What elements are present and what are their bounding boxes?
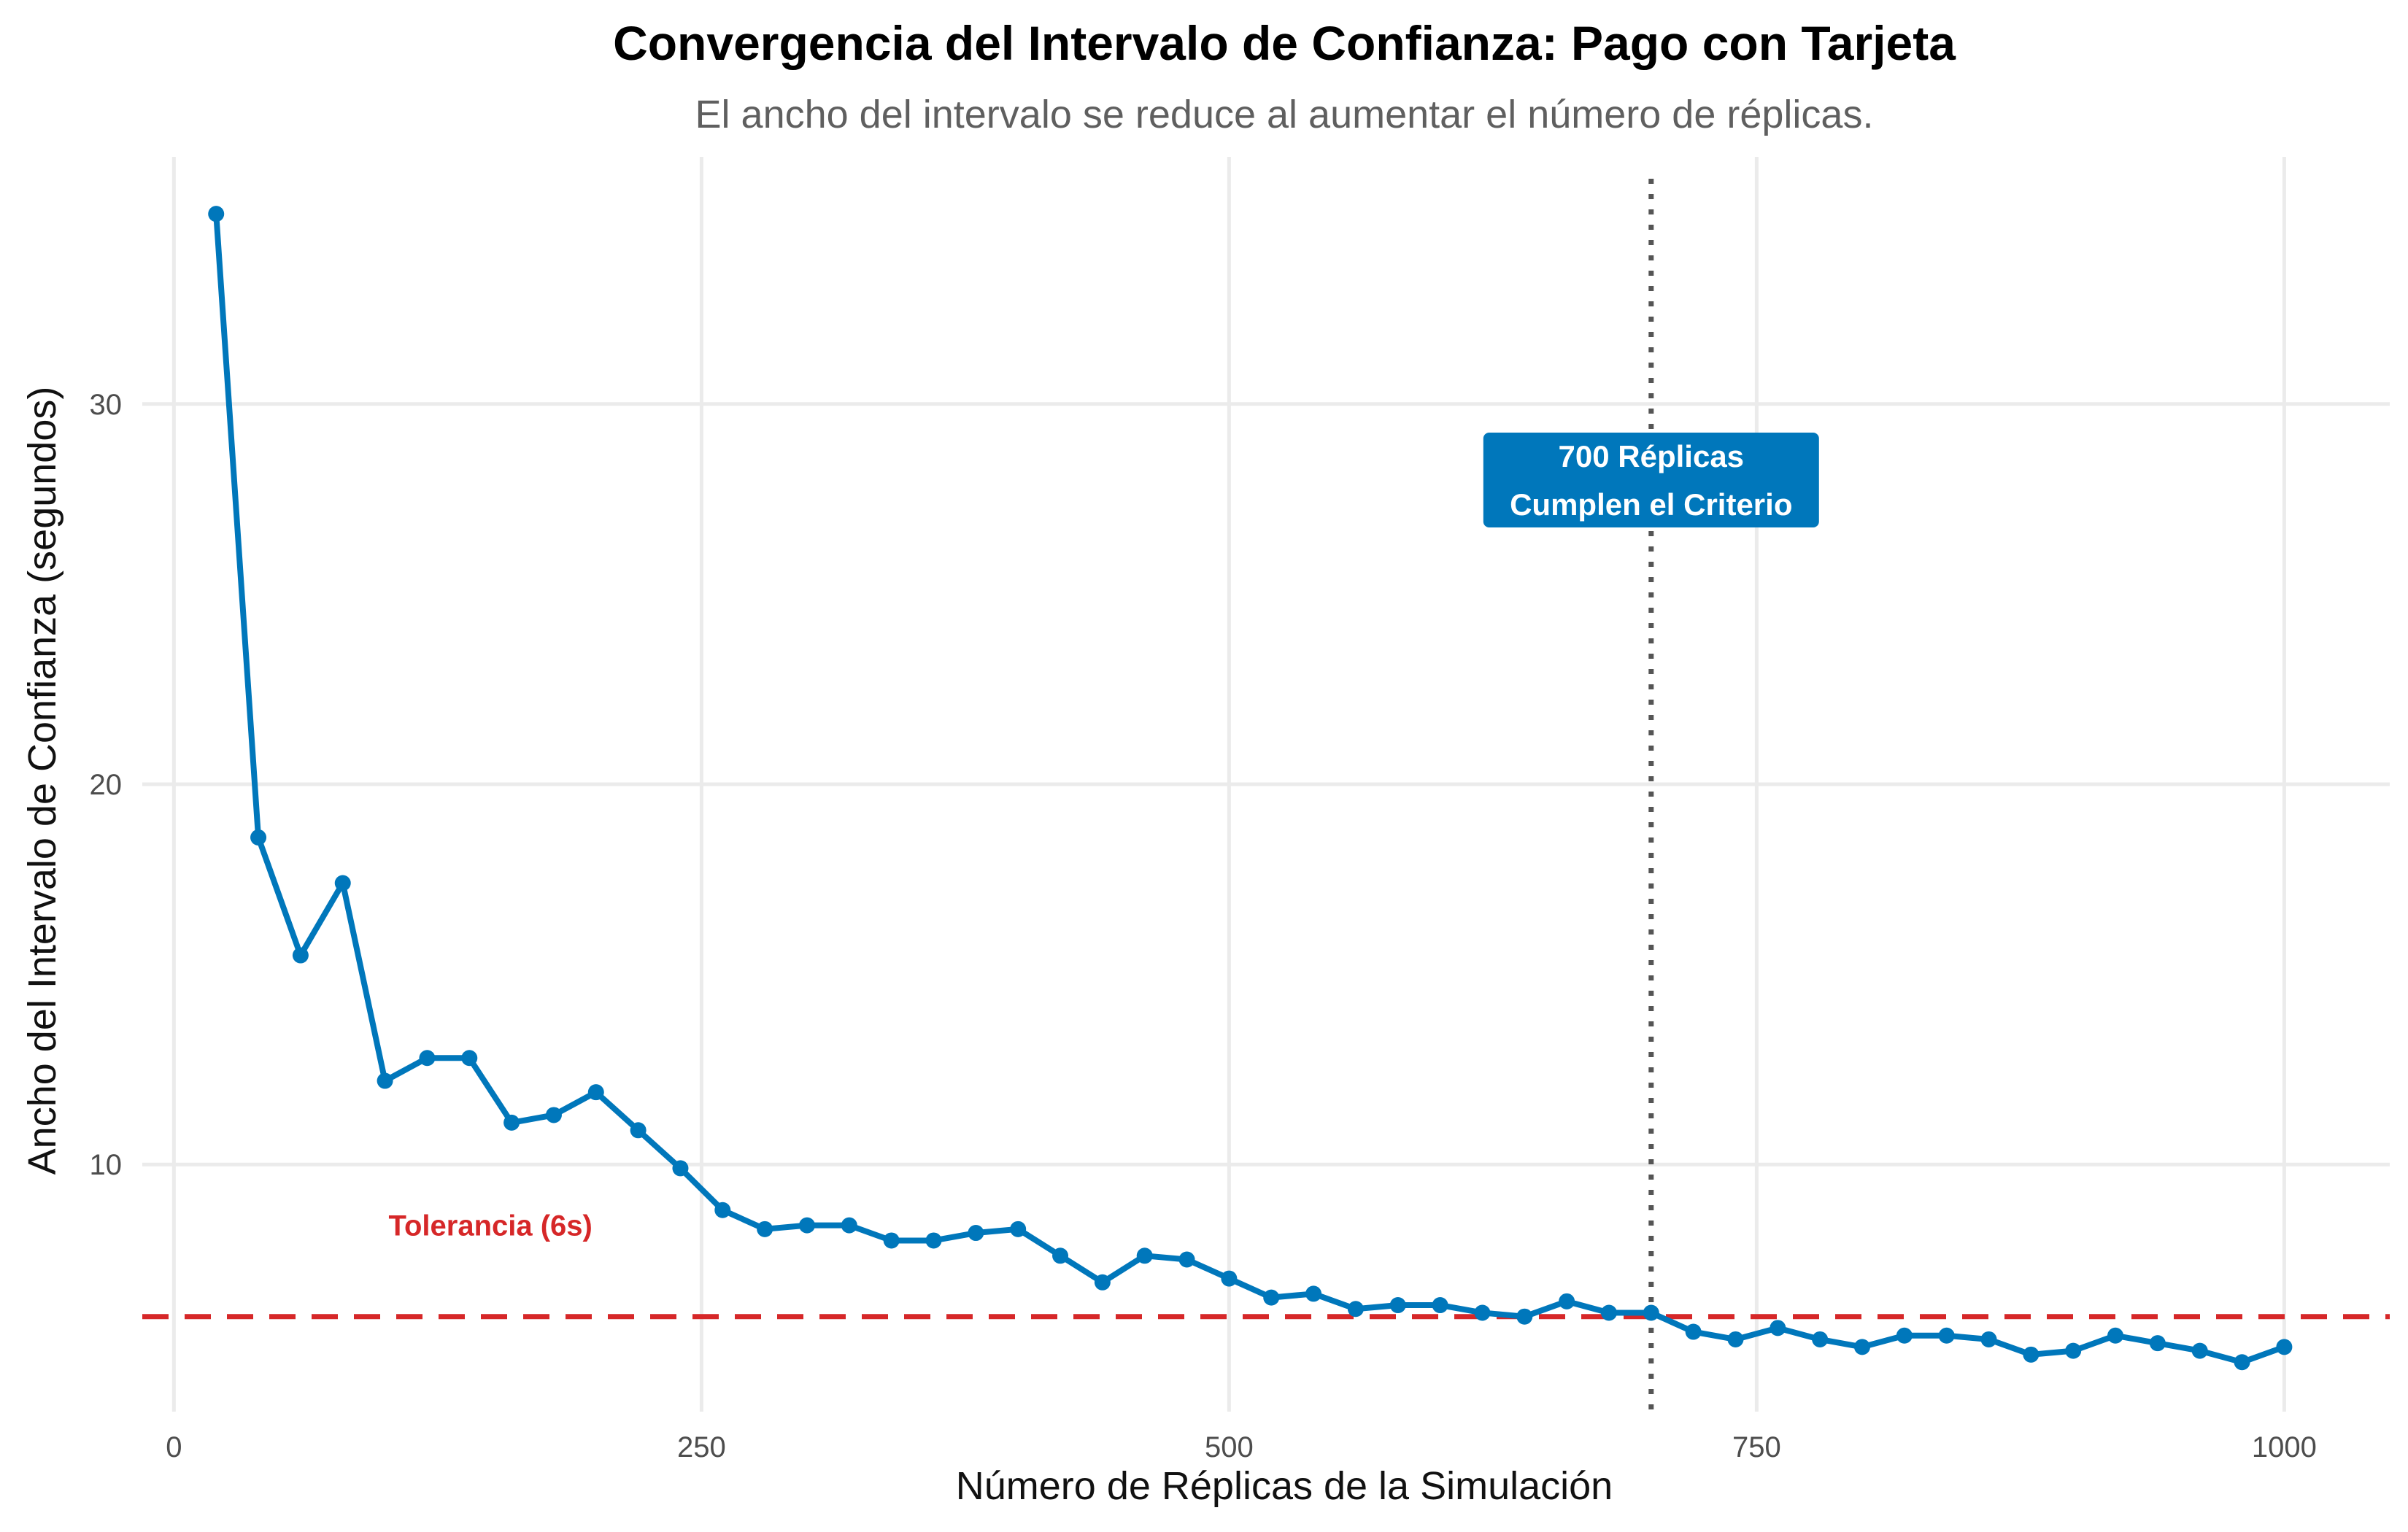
data-point xyxy=(1432,1297,1448,1314)
x-axis-label: Número de Réplicas de la Simulación xyxy=(956,1464,1613,1508)
data-point xyxy=(1010,1220,1027,1237)
reference-lines: Tolerancia (6s) xyxy=(142,179,2390,1412)
data-point xyxy=(2065,1342,2082,1359)
data-point xyxy=(2191,1342,2208,1359)
data-point xyxy=(461,1050,478,1067)
data-point xyxy=(1559,1293,1575,1309)
data-point xyxy=(1643,1304,1659,1321)
data-point xyxy=(630,1122,647,1139)
data-point xyxy=(1305,1285,1322,1302)
data-point xyxy=(2234,1354,2250,1371)
data-point xyxy=(714,1202,731,1218)
data-point xyxy=(672,1160,689,1177)
data-point xyxy=(1685,1323,1702,1340)
data-point xyxy=(798,1217,815,1234)
series-path xyxy=(213,211,2288,1366)
data-point xyxy=(1474,1304,1491,1321)
x-tick-label: 500 xyxy=(1205,1431,1254,1463)
tick-labels: 0 250 500 750 1000 10 20 30 xyxy=(90,389,2317,1463)
data-point xyxy=(292,947,309,964)
grid-lines xyxy=(142,157,2390,1412)
data-point xyxy=(545,1107,562,1123)
data-point xyxy=(1263,1289,1280,1306)
data-point xyxy=(334,875,351,891)
chart-title: Convergencia del Intervalo de Confianza:… xyxy=(613,16,1956,70)
x-tick-label: 250 xyxy=(677,1431,726,1463)
y-axis-label: Ancho del Intervalo de Confianza (segund… xyxy=(20,387,64,1175)
y-tick-label: 30 xyxy=(90,389,123,421)
data-point xyxy=(377,1072,393,1089)
data-point xyxy=(2149,1335,2166,1352)
data-point xyxy=(419,1050,436,1067)
data-point xyxy=(250,829,267,846)
data-point xyxy=(2276,1339,2293,1355)
data-point xyxy=(208,206,225,223)
x-tick-label: 1000 xyxy=(2252,1431,2317,1463)
data-point xyxy=(841,1217,857,1234)
data-point xyxy=(1812,1331,1829,1347)
chart-subtitle: El ancho del intervalo se reduce al aume… xyxy=(695,93,1874,136)
y-tick-label: 20 xyxy=(90,769,123,801)
criterion-box-text: Cumplen el Criterio xyxy=(1510,487,1792,522)
data-point xyxy=(1896,1327,1913,1344)
data-point xyxy=(757,1220,773,1237)
data-point xyxy=(968,1225,984,1242)
data-point xyxy=(1221,1270,1238,1287)
data-point xyxy=(2107,1327,2124,1344)
criterion-box-text: 700 Réplicas xyxy=(1559,439,1745,473)
y-tick-label: 10 xyxy=(90,1149,123,1181)
data-point xyxy=(1094,1274,1111,1291)
data-point xyxy=(1600,1304,1617,1321)
x-tick-label: 0 xyxy=(166,1431,182,1463)
series-line xyxy=(208,206,2293,1371)
data-point xyxy=(1389,1297,1406,1314)
data-point xyxy=(587,1084,604,1101)
data-point xyxy=(1770,1320,1786,1336)
data-point xyxy=(503,1114,520,1131)
data-point xyxy=(1052,1247,1069,1264)
data-point xyxy=(1938,1327,1955,1344)
data-point xyxy=(1178,1251,1195,1268)
annotation-layer: 700 Réplicas Cumplen el Criterio xyxy=(1483,433,1819,528)
data-point xyxy=(1136,1247,1153,1264)
data-point xyxy=(1516,1308,1533,1325)
data-point xyxy=(1347,1301,1364,1318)
data-point xyxy=(1980,1331,1997,1347)
criterion-box xyxy=(1483,433,1819,528)
data-point xyxy=(883,1232,900,1249)
x-tick-label: 750 xyxy=(1732,1431,1781,1463)
data-point xyxy=(1727,1331,1744,1347)
tolerance-label: Tolerancia (6s) xyxy=(389,1210,593,1242)
data-point xyxy=(2023,1346,2040,1363)
data-point xyxy=(925,1232,942,1249)
data-point xyxy=(1853,1339,1870,1355)
